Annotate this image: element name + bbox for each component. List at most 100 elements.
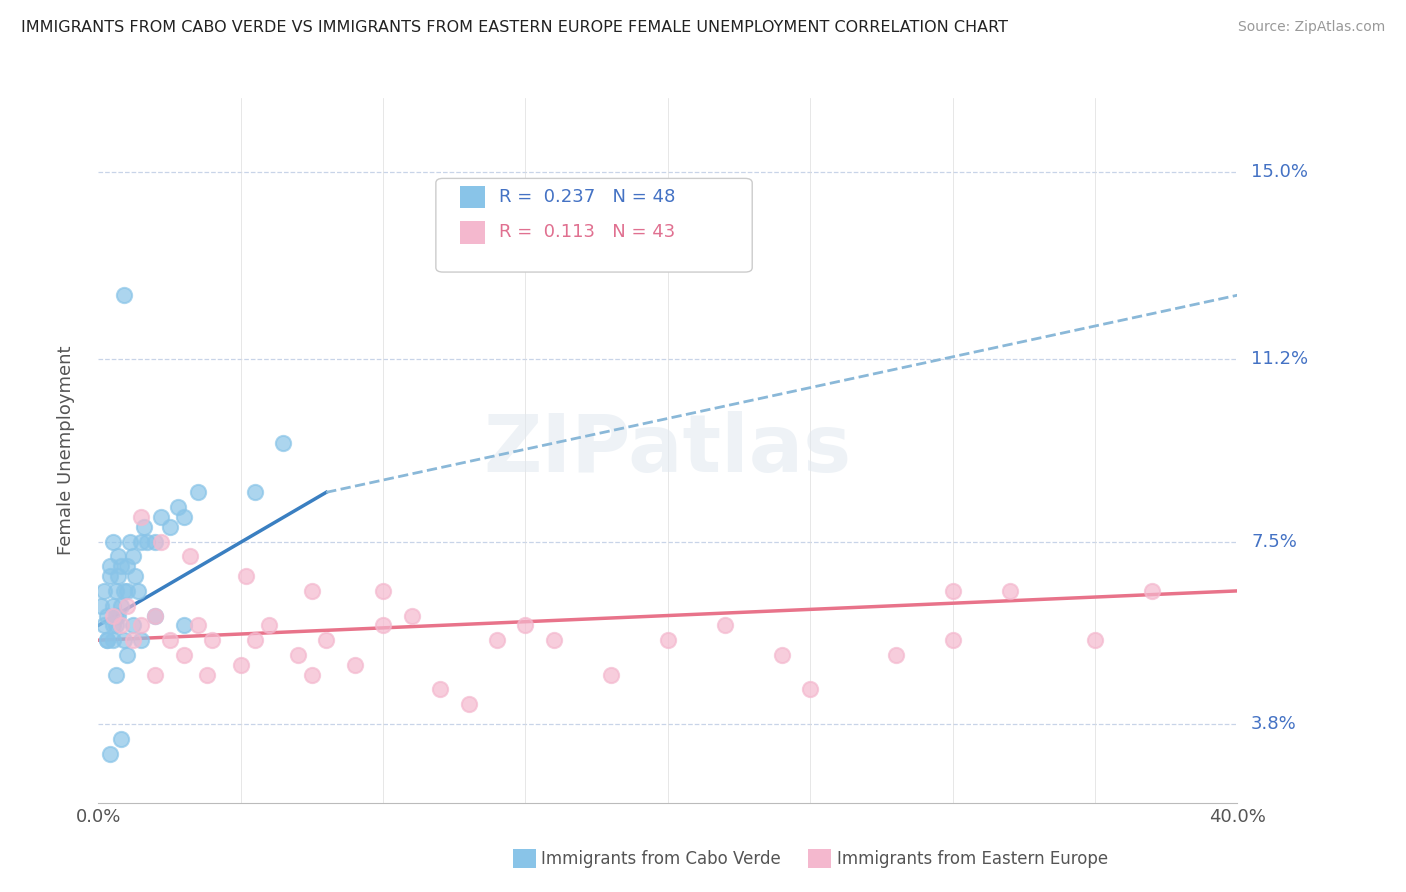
Point [371,583,394,598]
Point [884,648,907,662]
Point [145,608,167,623]
Text: 3.8%: 3.8% [1251,715,1296,733]
Point [96,608,118,623]
Point [457,698,479,712]
Point [104,608,127,623]
Point [96,633,118,648]
Point [301,583,323,598]
Point [110,559,132,574]
Point [107,549,129,564]
Point [159,520,181,534]
Point [96,633,118,648]
Point [118,534,141,549]
Point [799,682,821,697]
Point [121,633,143,648]
Point [110,599,132,613]
Point [657,633,679,648]
Text: IMMIGRANTS FROM CABO VERDE VS IMMIGRANTS FROM EASTERN EUROPE FEMALE UNEMPLOYMENT: IMMIGRANTS FROM CABO VERDE VS IMMIGRANTS… [21,20,1008,35]
Point [129,618,152,632]
Point [167,500,190,515]
Point [101,633,124,648]
Point [107,608,129,623]
Point [195,667,218,681]
Point [129,534,152,549]
Point [429,682,451,697]
Point [101,599,124,613]
Text: 15.0%: 15.0% [1251,163,1308,181]
Point [115,583,138,598]
Point [371,618,394,632]
Point [287,648,309,662]
Point [187,485,209,500]
Point [1084,633,1107,648]
Point [179,549,201,564]
Point [145,534,167,549]
Point [101,608,124,623]
Point [110,731,132,746]
Text: Source: ZipAtlas.com: Source: ZipAtlas.com [1237,20,1385,34]
Point [110,618,132,632]
Point [101,534,124,549]
Point [173,648,195,662]
Point [301,667,323,681]
Point [115,559,138,574]
Text: ZIPatlas: ZIPatlas [484,411,852,490]
Point [93,583,115,598]
Point [121,549,143,564]
Text: R =  0.113   N = 43: R = 0.113 N = 43 [499,223,675,242]
Point [401,608,423,623]
Point [173,618,195,632]
Point [243,633,266,648]
Text: 7.5%: 7.5% [1251,533,1298,550]
Point [600,667,623,681]
Point [543,633,565,648]
Point [273,436,295,450]
Point [104,583,127,598]
Point [124,569,146,583]
Point [112,583,135,598]
Text: Immigrants from Eastern Europe: Immigrants from Eastern Europe [837,850,1108,868]
Point [104,618,127,632]
Point [201,633,224,648]
Point [145,608,167,623]
Point [150,534,173,549]
Point [98,569,121,583]
Point [129,633,152,648]
Point [1140,583,1163,598]
Point [115,648,138,662]
Point [129,510,152,524]
Point [121,618,143,632]
Point [107,569,129,583]
Point [115,599,138,613]
Point [770,648,793,662]
Point [259,618,281,632]
Point [132,520,155,534]
Point [243,485,266,500]
Point [150,510,173,524]
Point [135,534,157,549]
Point [93,618,115,632]
Point [101,618,124,632]
Point [90,599,112,613]
Point [112,288,135,302]
Point [315,633,337,648]
Point [486,633,509,648]
Y-axis label: Female Unemployment: Female Unemployment [56,346,75,555]
Point [998,583,1021,598]
Point [515,618,537,632]
Point [714,618,737,632]
Point [187,618,209,632]
Point [942,583,965,598]
Point [229,657,252,672]
Point [98,747,121,761]
Point [145,667,167,681]
Point [159,633,181,648]
Point [98,559,121,574]
Point [104,667,127,681]
Point [127,583,149,598]
Text: 11.2%: 11.2% [1251,351,1309,368]
Point [173,510,195,524]
Point [942,633,965,648]
Text: Immigrants from Cabo Verde: Immigrants from Cabo Verde [541,850,782,868]
Point [112,633,135,648]
